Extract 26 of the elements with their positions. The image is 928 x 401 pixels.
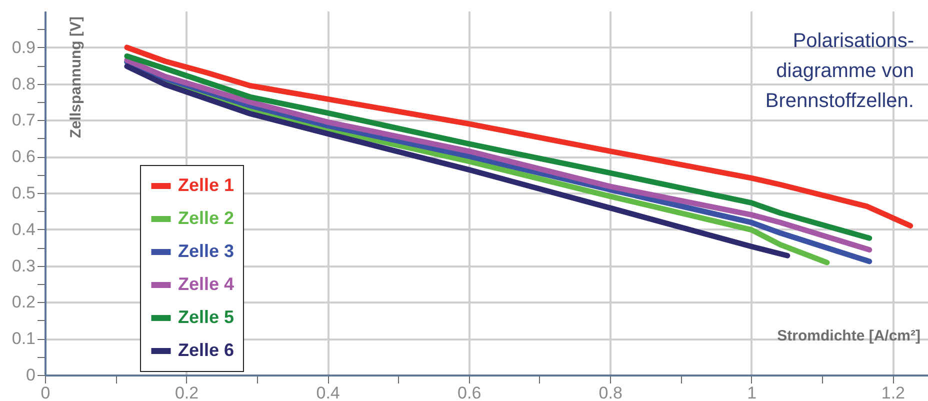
y-tick-label: 0 [26,366,36,384]
legend-label: Zelle 4 [178,274,234,294]
legend-label: Zelle 5 [178,307,234,327]
annotation: Polarisations- diagramme von Brennstoffzellen. [765,30,914,112]
y-axis-title: Zellspannung [V] [68,16,84,138]
y-tick-label: 0.6 [12,147,36,166]
y-tick-label: 0.4 [12,220,36,239]
y-tick-label: 0.1 [12,329,36,348]
x-tick-label: 0.8 [598,384,622,401]
y-tick-label: 0.8 [12,74,36,94]
legend-label: Zelle 6 [178,340,234,360]
x-tick-label: 0.6 [458,384,482,401]
x-tick-label: 0 [40,384,50,401]
y-tick-label: 0.5 [12,184,36,202]
x-tick-label: 1 [747,384,757,401]
legend-label: Zelle 2 [178,208,234,228]
y-tick-label: 0.2 [12,292,36,312]
x-tick-label: 1.2 [881,384,905,401]
x-tick-label: 0.4 [316,384,340,401]
legend-label: Zelle 3 [178,241,234,261]
legend-label: Zelle 1 [178,175,234,195]
x-axis-title: Stromdichte [A/cm²] [777,328,921,344]
y-tick-label: 0.3 [12,256,36,276]
y-tick-label: 0.9 [12,38,36,57]
x-tick-label: 0.2 [174,384,199,401]
y-tick-label: 0.7 [12,110,36,130]
